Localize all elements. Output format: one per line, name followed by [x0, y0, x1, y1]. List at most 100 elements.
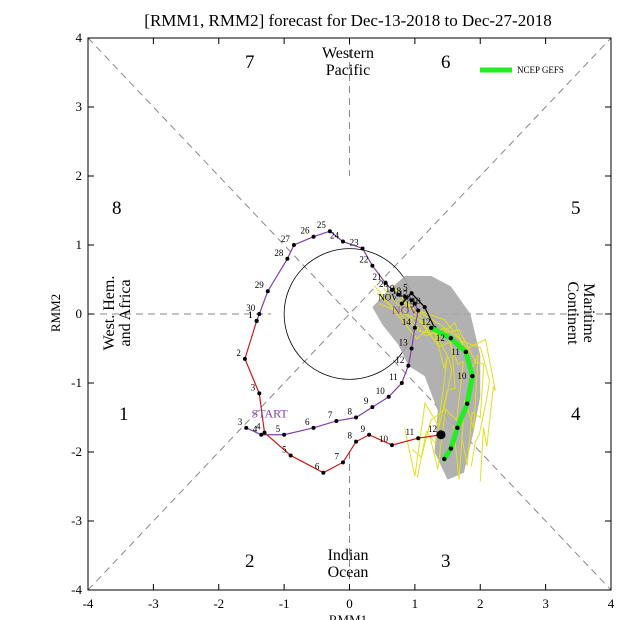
observed-nov-day-label-2: 3 — [251, 382, 256, 392]
y-tick-label-2: 2 — [76, 168, 83, 183]
observed-oct-day-label-0: 3 — [238, 417, 243, 427]
x-tick-label--3: -3 — [148, 596, 159, 611]
ensemble-members — [373, 284, 496, 482]
observed-nov-point-8 — [367, 432, 372, 437]
observed-oct-point-11 — [412, 325, 417, 330]
x-tick-label-3: 3 — [542, 596, 549, 611]
observed-oct-day-label-6: 9 — [364, 396, 369, 406]
observed-nov-point-5 — [321, 470, 326, 475]
ensemble-mean-point-0 — [429, 325, 434, 330]
y-tick-label-4: 4 — [76, 30, 83, 45]
observed-nov-day-label-8: 9 — [361, 424, 366, 434]
x-tick-label-4: 4 — [608, 596, 615, 611]
observed-nov-day-label-3: 4 — [256, 422, 261, 432]
x-tick-label--4: -4 — [83, 596, 94, 611]
ensemble-member-7 — [373, 285, 448, 477]
observed-oct-day-label-16: 19 — [386, 284, 396, 294]
observed-oct-day-label-27: 30 — [246, 303, 256, 313]
phase-divider-1 — [87, 37, 612, 591]
observed-nov-point-3 — [262, 430, 267, 435]
phase-6-label: 6 — [441, 52, 451, 73]
observed-oct-day-label-11: 14 — [402, 317, 412, 327]
observed-oct-point-23 — [311, 234, 316, 239]
observed-oct-day-label-4: 7 — [328, 410, 333, 420]
observed-oct-point-16 — [396, 292, 401, 297]
y-tick-label--1: -1 — [71, 375, 82, 390]
observed-oct-point-27 — [257, 312, 262, 316]
observed-oct-point-7 — [386, 394, 391, 399]
observed-nov-day-label-1: 2 — [236, 348, 241, 358]
observed-oct-day-label-19: 22 — [359, 255, 368, 265]
ensemble-mean-line — [428, 325, 475, 462]
x-tick-label-1: 1 — [412, 596, 419, 611]
phase-1-label: 1 — [119, 404, 129, 425]
region-western: Western — [322, 45, 374, 62]
y-tick-label--4: -4 — [71, 582, 82, 597]
ensemble-mean-point-1 — [448, 335, 454, 341]
region-ocean: Ocean — [328, 564, 369, 581]
observed-nov-point-1 — [242, 356, 247, 361]
x-tick-label-2: 2 — [477, 596, 484, 611]
observed-nov-day-label-4: 5 — [282, 444, 287, 454]
y-tick-label--2: -2 — [71, 444, 82, 459]
observed-oct-day-label-20: 23 — [350, 237, 360, 247]
observed-oct-point-13 — [412, 301, 417, 306]
observed-oct-point-12 — [416, 308, 421, 313]
observed-nov-day-label-7: 8 — [348, 431, 353, 441]
observed-oct-point-25 — [285, 256, 290, 261]
observed-oct-point-2 — [282, 432, 287, 437]
region-pacific: Pacific — [326, 62, 370, 79]
observed-dec-point-0 — [399, 301, 404, 306]
observed-oct-day-label-9: 12 — [395, 355, 404, 365]
observed-oct-point-0 — [244, 425, 249, 430]
observed-nov-point-9 — [389, 443, 394, 448]
ensemble-mean-point-3 — [470, 373, 475, 379]
observed-dec-day-label-3: 12 — [421, 317, 430, 327]
nov-label: NOV — [392, 303, 418, 317]
x-tick-label--2: -2 — [213, 596, 224, 611]
phase-3-label: 3 — [441, 551, 451, 572]
region-and-africa: and Africa — [117, 279, 134, 346]
observed-oct-day-label-15: 18 — [392, 286, 402, 296]
ensemble-member-4 — [401, 304, 496, 482]
observed-dec-point-1 — [409, 291, 414, 296]
observed-oct-day-label-21: 24 — [330, 231, 340, 241]
phase-4-label: 4 — [571, 404, 581, 425]
legend: NCEP GEFS — [480, 65, 564, 75]
observed-oct-point-3 — [311, 425, 316, 430]
observed-oct-day-label-10: 13 — [399, 338, 409, 348]
observed-track-dec — [401, 292, 436, 329]
phase-2-label: 2 — [245, 551, 255, 572]
y-tick-label--3: -3 — [71, 513, 82, 528]
phase-7-label: 7 — [245, 52, 255, 73]
observed-oct-point-6 — [370, 405, 375, 410]
region-indian: Indian — [328, 547, 369, 564]
observed-nov-day-label-10: 11 — [405, 427, 414, 437]
observed-dec-day-label-0: NOV — [378, 293, 398, 303]
observed-nov-point-4 — [288, 453, 293, 458]
x-tick-label--1: -1 — [279, 596, 290, 611]
ensemble-mean-point-4 — [464, 401, 470, 406]
observed-nov-day-label-9: 10 — [379, 434, 389, 444]
y-tick-label-1: 1 — [76, 237, 83, 252]
observed-nov-point-6 — [340, 460, 345, 465]
observed-oct-day-label-2: 5 — [276, 424, 281, 434]
observed-dec-day-label-2: 10 — [412, 296, 422, 306]
track-points: 3456789101112131415161718192021222324252… — [236, 220, 444, 475]
observed-oct-point-9 — [406, 363, 411, 368]
observed-oct-point-26 — [265, 289, 270, 294]
observed-nov-day-label-11: 12 — [428, 424, 437, 434]
observed-oct-point-14 — [409, 298, 414, 303]
x-tick-label-0: 0 — [346, 596, 353, 611]
observed-track-nov — [244, 320, 442, 474]
observed-oct-point-4 — [334, 418, 339, 423]
observed-oct-day-label-1: 4 — [253, 424, 258, 434]
observed-oct-day-label-22: 25 — [317, 220, 327, 230]
phase-divider-0 — [87, 37, 612, 591]
observed-oct-point-5 — [354, 415, 359, 420]
observed-oct-day-label-23: 26 — [301, 226, 311, 236]
chart-title: [RMM1, RMM2] forecast for Dec-13-2018 to… — [144, 11, 551, 30]
region-west-hem: West. Hem. — [101, 276, 118, 351]
